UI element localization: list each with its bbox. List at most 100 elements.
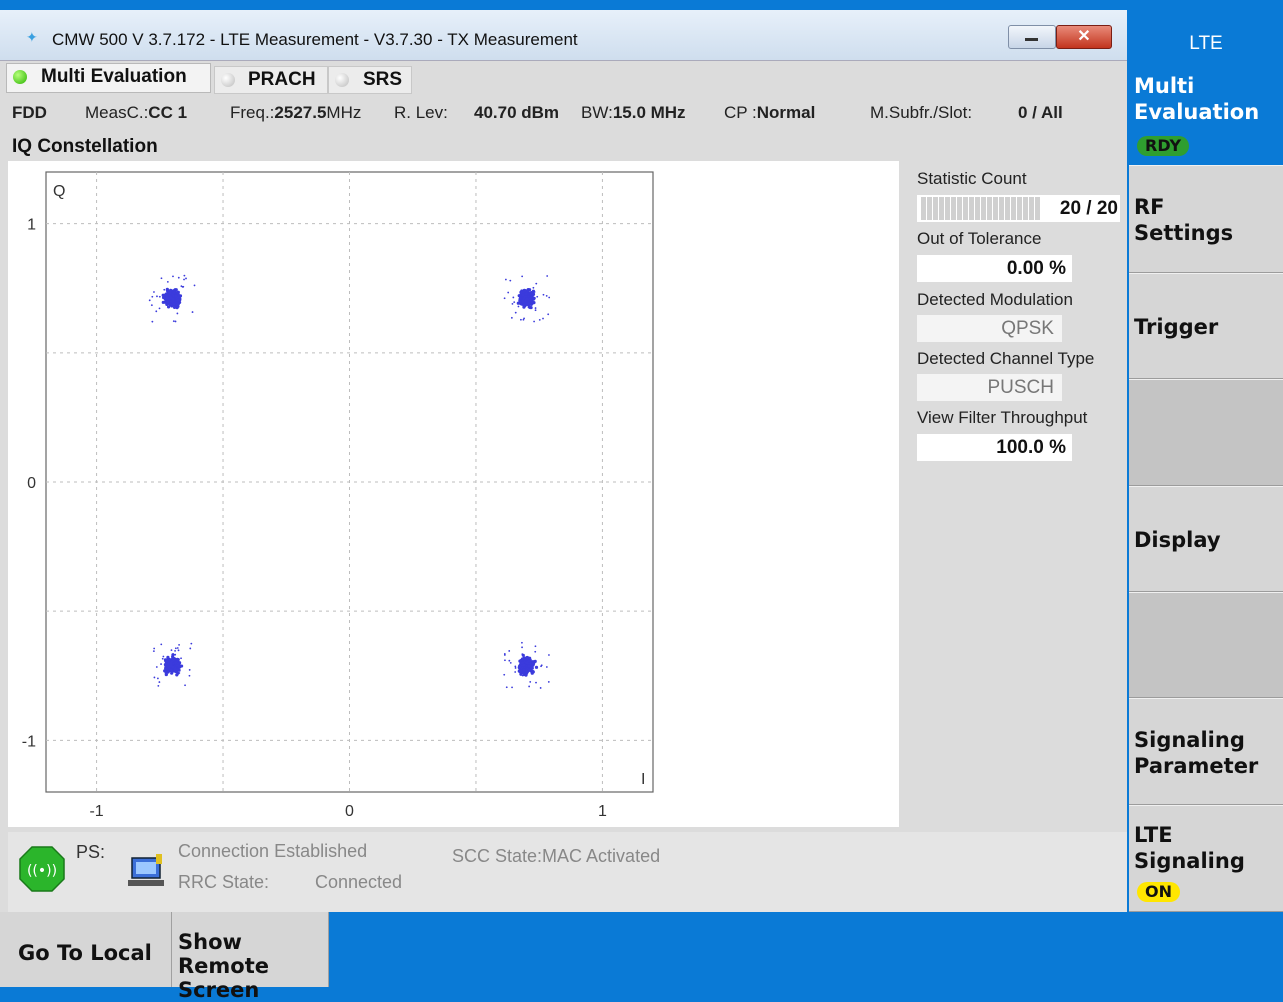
detected-modulation-value: QPSK <box>917 315 1062 342</box>
data-point <box>168 670 171 672</box>
progress-segment <box>951 197 956 220</box>
softkey-multi-evaluation[interactable]: Multi Evaluation RDY <box>1129 61 1283 165</box>
data-point <box>518 669 522 674</box>
data-point <box>193 284 196 287</box>
data-point <box>176 312 179 315</box>
data-point <box>174 647 177 650</box>
data-point <box>191 311 194 313</box>
softkey-signaling-parameter[interactable]: Signaling Parameter <box>1129 698 1283 805</box>
data-point <box>503 654 506 656</box>
data-point <box>190 642 193 645</box>
data-point <box>166 673 168 676</box>
button-label: Show Remote Screen <box>178 930 270 1002</box>
data-point <box>151 295 154 298</box>
tab-srs[interactable]: SRS <box>328 66 412 94</box>
data-point <box>169 295 173 300</box>
data-point <box>535 282 538 285</box>
data-point <box>170 649 173 652</box>
data-point <box>542 293 545 296</box>
x-tick-label: -1 <box>89 803 103 820</box>
data-point <box>164 666 168 671</box>
data-point <box>503 297 506 300</box>
data-point <box>171 665 175 669</box>
data-point <box>153 647 156 650</box>
cyclic-prefix: CP :Normal <box>724 103 816 122</box>
softkey-trigger[interactable]: Trigger <box>1129 273 1283 379</box>
user-equipment-icon <box>128 854 164 886</box>
status-led-green-icon <box>13 70 27 84</box>
progress-segment <box>921 197 926 220</box>
data-point <box>172 320 175 323</box>
button-label: Go To Local <box>18 941 152 965</box>
data-point <box>153 291 155 293</box>
y-tick-label: 1 <box>27 217 36 234</box>
data-point <box>529 305 533 310</box>
go-to-local-button[interactable]: Go To Local <box>0 912 172 987</box>
progress-segment <box>969 197 974 220</box>
data-point <box>509 279 512 282</box>
x-axis-label: I <box>641 771 645 788</box>
data-point <box>176 647 179 649</box>
data-point <box>517 305 520 308</box>
progress-segment <box>975 197 980 220</box>
data-point <box>521 641 523 644</box>
data-point <box>172 302 176 306</box>
data-point <box>155 666 158 668</box>
rrc-state-value: Connected <box>315 872 403 892</box>
minimize-button[interactable] <box>1008 25 1056 49</box>
iq-constellation-chart: -1 0 1 1 0 -1 Q I <box>22 171 654 820</box>
tab-prach[interactable]: PRACH <box>214 66 328 94</box>
status-led-gray-icon <box>221 73 235 87</box>
data-point <box>514 667 517 669</box>
data-point <box>175 658 178 660</box>
data-point <box>514 671 517 673</box>
tab-multi-evaluation[interactable]: Multi Evaluation <box>6 63 211 93</box>
data-point <box>160 643 163 646</box>
softkey-display[interactable]: Display <box>1129 486 1283 592</box>
data-point <box>156 677 159 680</box>
data-point <box>162 655 165 658</box>
data-point <box>188 669 191 671</box>
data-point <box>535 681 537 684</box>
detected-channel-type-label: Detected Channel Type <box>917 349 1095 368</box>
meas-carrier: MeasC.:CC 1 <box>85 103 188 122</box>
progress-segment <box>963 197 968 220</box>
svg-text:((•)): ((•)) <box>27 863 57 879</box>
data-point <box>523 657 525 660</box>
data-point <box>504 659 506 662</box>
data-point <box>520 318 522 321</box>
data-point <box>174 649 176 652</box>
data-point <box>176 302 180 306</box>
progress-segment <box>957 197 962 220</box>
show-remote-screen-button[interactable]: Show Remote Screen <box>172 912 329 1002</box>
data-point <box>531 670 535 674</box>
progress-segment <box>933 197 938 220</box>
data-point <box>158 681 161 683</box>
data-point <box>529 298 533 302</box>
data-point <box>511 302 514 305</box>
softkey-lte-signaling[interactable]: LTE Signaling ON <box>1129 805 1283 912</box>
data-point <box>169 662 173 666</box>
data-point <box>534 650 537 653</box>
data-point <box>503 673 506 676</box>
data-point <box>548 654 550 656</box>
softkey-rf-settings[interactable]: RF Settings <box>1129 165 1283 273</box>
reference-level: R. Lev: <box>394 103 448 122</box>
data-point <box>533 320 535 323</box>
data-point <box>173 667 177 671</box>
data-point <box>165 665 167 668</box>
data-point <box>519 296 522 299</box>
app-icon: ✦ <box>26 29 38 45</box>
data-point <box>158 307 161 310</box>
progress-segment <box>981 197 986 220</box>
data-point <box>527 301 531 305</box>
section-title: IQ Constellation <box>12 136 158 157</box>
progress-segment <box>927 197 932 220</box>
reference-level-value: 40.70 dBm <box>474 103 560 122</box>
data-point <box>166 300 170 304</box>
close-button[interactable]: ✕ <box>1056 25 1112 49</box>
softkey-label: Display <box>1134 528 1221 552</box>
progress-segment <box>987 197 992 220</box>
scc-state: SCC State:MAC Activated <box>452 846 661 866</box>
data-point <box>178 643 180 646</box>
